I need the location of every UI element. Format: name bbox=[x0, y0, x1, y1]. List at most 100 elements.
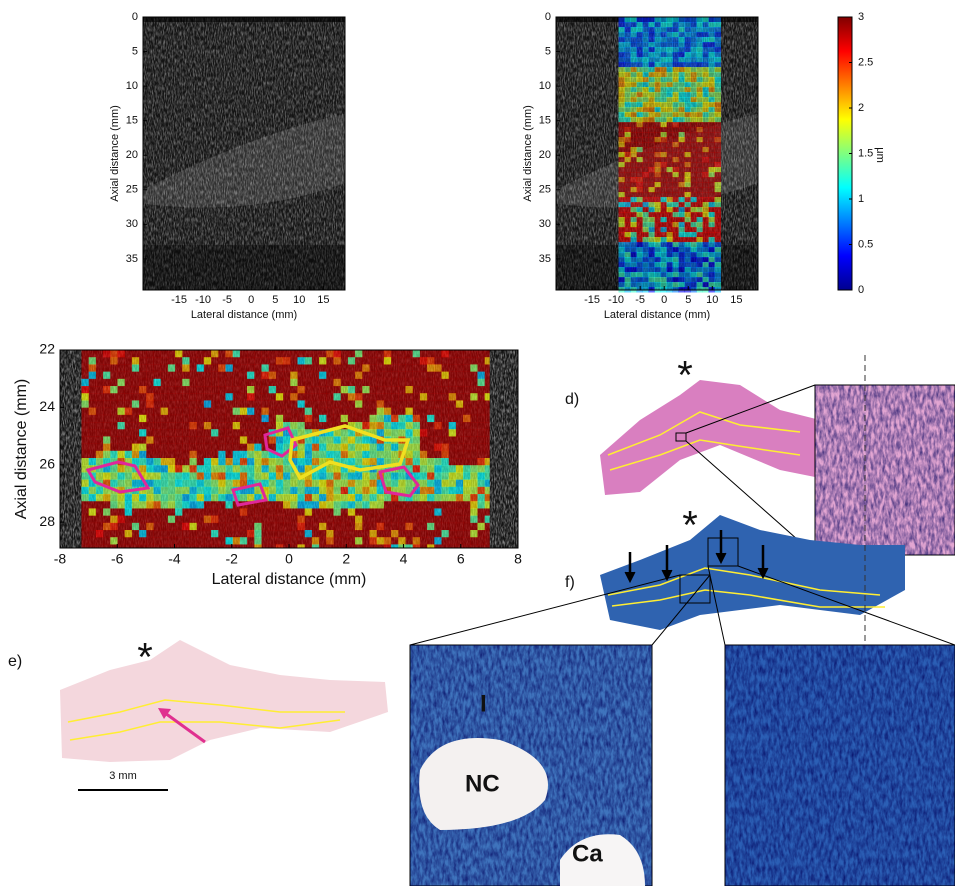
overlay-cell bbox=[685, 72, 692, 78]
overlay-cell bbox=[405, 364, 413, 372]
overlay-cell bbox=[463, 523, 471, 531]
overlay-cell bbox=[139, 451, 147, 459]
overlay-cell bbox=[649, 172, 656, 178]
overlay-cell bbox=[333, 444, 341, 452]
overlay-cell bbox=[197, 357, 205, 365]
overlay-cell bbox=[405, 415, 413, 423]
overlay-cell bbox=[240, 451, 248, 459]
overlay-cell bbox=[661, 177, 668, 183]
overlay-cell bbox=[661, 242, 668, 248]
overlay-cell bbox=[204, 523, 212, 531]
overlay-cell bbox=[283, 400, 291, 408]
panel-label: f) bbox=[565, 574, 575, 591]
overlay-cell bbox=[691, 237, 698, 243]
overlay-cell bbox=[326, 415, 334, 423]
overlay-cell bbox=[182, 372, 190, 380]
overlay-cell bbox=[197, 436, 205, 444]
overlay-cell bbox=[643, 242, 650, 248]
overlay-cell bbox=[161, 465, 169, 473]
overlay-cell bbox=[189, 494, 197, 502]
overlay-cell bbox=[182, 537, 190, 545]
overlay-cell bbox=[312, 350, 320, 358]
overlay-cell bbox=[685, 272, 692, 278]
overlay-cell bbox=[667, 112, 674, 118]
overlay-cell bbox=[477, 393, 485, 401]
overlay-cell bbox=[81, 451, 89, 459]
overlay-cell bbox=[333, 357, 341, 365]
overlay-cell bbox=[384, 400, 392, 408]
overlay-cell bbox=[211, 408, 219, 416]
overlay-cell bbox=[247, 516, 255, 524]
overlay-cell bbox=[697, 82, 704, 88]
overlay-cell bbox=[348, 400, 356, 408]
overlay-cell bbox=[434, 372, 442, 380]
overlay-cell bbox=[117, 501, 125, 509]
overlay-cell bbox=[703, 142, 710, 148]
overlay-cell bbox=[685, 112, 692, 118]
overlay-cell bbox=[655, 42, 662, 48]
overlay-cell bbox=[456, 537, 464, 545]
overlay-cell bbox=[667, 37, 674, 43]
y-tick-label: 25 bbox=[539, 184, 551, 196]
overlay-cell bbox=[673, 167, 680, 173]
overlay-cell bbox=[679, 142, 686, 148]
overlay-cell bbox=[625, 57, 632, 63]
overlay-cell bbox=[413, 357, 421, 365]
overlay-cell bbox=[261, 530, 269, 538]
overlay-cell bbox=[649, 77, 656, 83]
overlay-cell bbox=[649, 282, 656, 288]
overlay-cell bbox=[81, 422, 89, 430]
overlay-cell bbox=[276, 494, 284, 502]
overlay-cell bbox=[297, 350, 305, 358]
overlay-cell bbox=[276, 350, 284, 358]
overlay-cell bbox=[297, 501, 305, 509]
overlay-cell bbox=[625, 122, 632, 128]
overlay-cell bbox=[384, 379, 392, 387]
overlay-cell bbox=[691, 27, 698, 33]
overlay-cell bbox=[685, 127, 692, 133]
overlay-cell bbox=[667, 157, 674, 163]
overlay-cell bbox=[649, 27, 656, 33]
overlay-cell bbox=[703, 147, 710, 153]
overlay-cell bbox=[715, 192, 722, 198]
overlay-cell bbox=[182, 494, 190, 502]
overlay-cell bbox=[168, 393, 176, 401]
overlay-cell bbox=[218, 357, 226, 365]
overlay-cell bbox=[697, 252, 704, 258]
overlay-cell bbox=[362, 372, 370, 380]
overlay-cell bbox=[362, 350, 370, 358]
overlay-cell bbox=[283, 350, 291, 358]
overlay-cell bbox=[247, 508, 255, 516]
overlay-cell bbox=[649, 97, 656, 103]
overlay-cell bbox=[709, 262, 716, 268]
overlay-cell bbox=[667, 82, 674, 88]
overlay-cell bbox=[326, 408, 334, 416]
overlay-cell bbox=[312, 494, 320, 502]
overlay-cell bbox=[225, 357, 233, 365]
overlay-cell bbox=[175, 350, 183, 358]
overlay-cell bbox=[225, 451, 233, 459]
overlay-cell bbox=[661, 57, 668, 63]
overlay-cell bbox=[427, 415, 435, 423]
overlay-cell bbox=[89, 487, 97, 495]
overlay-cell bbox=[637, 177, 644, 183]
overlay-cell bbox=[449, 523, 457, 531]
overlay-cell bbox=[96, 393, 104, 401]
overlay-cell bbox=[168, 444, 176, 452]
overlay-cell bbox=[427, 516, 435, 524]
overlay-cell bbox=[643, 227, 650, 233]
inset-label: I bbox=[480, 690, 487, 717]
overlay-cell bbox=[715, 217, 722, 223]
overlay-cell bbox=[153, 408, 161, 416]
overlay-cell bbox=[485, 537, 490, 545]
overlay-cell bbox=[161, 458, 169, 466]
overlay-cell bbox=[691, 227, 698, 233]
overlay-cell bbox=[679, 42, 686, 48]
overlay-cell bbox=[625, 242, 632, 248]
overlay-cell bbox=[619, 242, 626, 248]
overlay-cell bbox=[225, 350, 233, 358]
overlay-cell bbox=[189, 436, 197, 444]
overlay-cell bbox=[204, 451, 212, 459]
overlay-cell bbox=[103, 379, 111, 387]
overlay-cell bbox=[456, 487, 464, 495]
